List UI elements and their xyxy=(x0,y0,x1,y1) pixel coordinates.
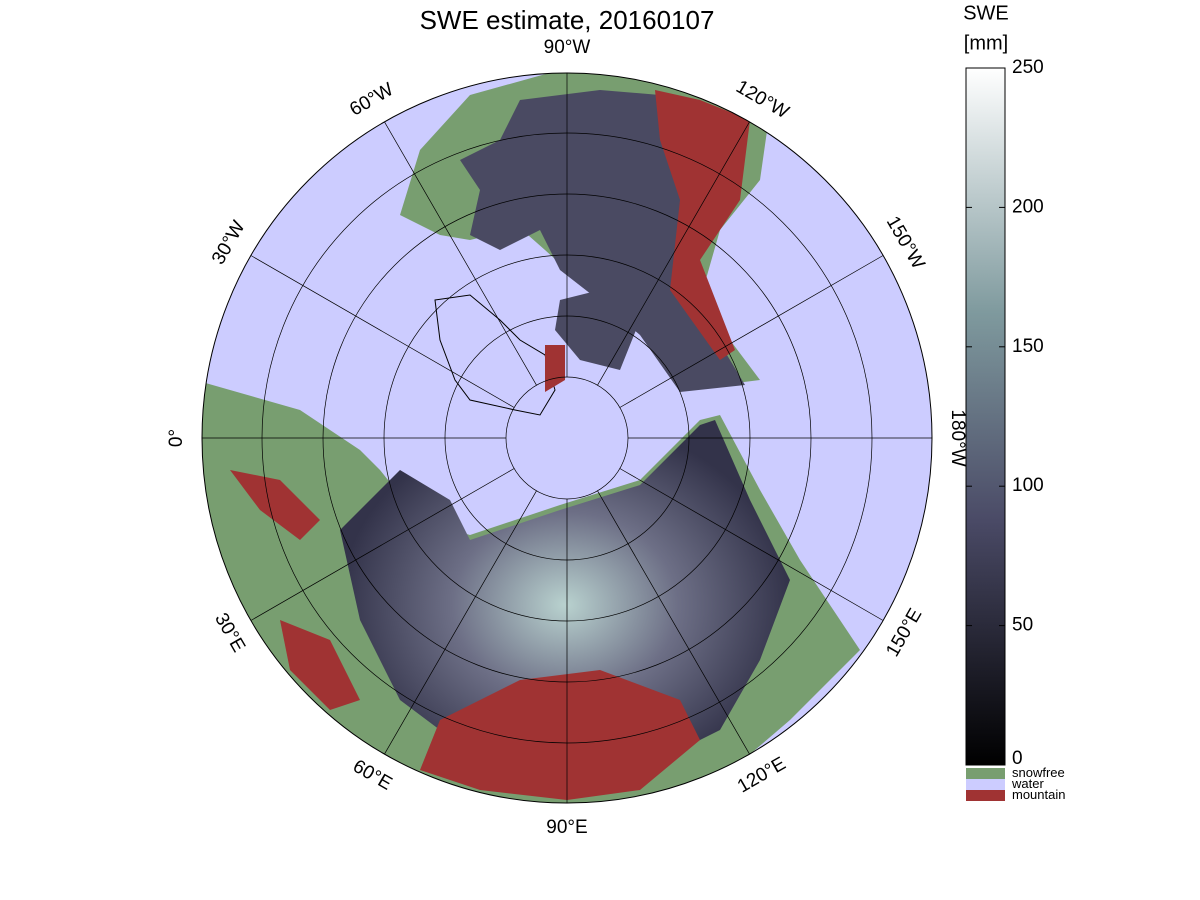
colorbar-title: SWE xyxy=(963,2,1009,24)
map-title: SWE estimate, 20160107 xyxy=(420,5,715,35)
meridian xyxy=(384,490,537,755)
meridian xyxy=(597,490,750,755)
eurasia-snow xyxy=(340,420,790,790)
north-america-mountain xyxy=(655,90,750,360)
tick-label: 200 xyxy=(1012,196,1044,217)
longitude-label: 150°W xyxy=(882,213,929,273)
tick-label: 100 xyxy=(1012,475,1044,496)
meridian xyxy=(619,255,884,408)
arctic-islands xyxy=(555,290,640,370)
longitude-label: 90°W xyxy=(544,37,591,58)
longitude-label: 0° xyxy=(166,429,187,447)
legend-swatch xyxy=(966,779,1005,790)
meridian xyxy=(250,468,515,621)
longitude-label: 90°E xyxy=(546,817,587,838)
meridian xyxy=(619,468,884,621)
legend-swatch xyxy=(966,790,1005,801)
colorbar-ticks: 0 50 100 150 200 250 xyxy=(966,57,1044,769)
caucasus-mountain xyxy=(280,620,360,710)
longitude-label: 150°E xyxy=(882,605,926,661)
greenland xyxy=(434,294,556,416)
longitude-label: 180°W xyxy=(947,409,968,466)
meridian xyxy=(250,255,515,408)
tick-label: 0 xyxy=(1012,748,1023,769)
eurasia-mountain xyxy=(420,670,700,800)
meridian xyxy=(384,121,537,386)
colorbar-unit: [mm] xyxy=(964,32,1008,54)
legend-label: snowfree xyxy=(1012,765,1065,780)
greenland-mountain xyxy=(545,345,565,392)
map xyxy=(202,73,932,803)
tick-label: 150 xyxy=(1012,336,1044,357)
longitude-label: 60°E xyxy=(349,756,395,795)
tick-label: 50 xyxy=(1012,615,1033,636)
legend-swatch xyxy=(966,768,1005,779)
map-border xyxy=(201,72,933,804)
longitude-label: 60°W xyxy=(346,79,397,121)
longitude-label: 120°W xyxy=(732,76,792,123)
legend-label: mountain xyxy=(1012,787,1065,802)
longitude-label: 30°E xyxy=(210,610,249,656)
tick-label: 250 xyxy=(1012,57,1044,78)
scandinavia-mountain xyxy=(230,470,320,540)
graticule xyxy=(202,73,932,803)
longitude-label: 120°E xyxy=(734,753,790,797)
colorbar xyxy=(965,67,1006,766)
legend-label: water xyxy=(1011,776,1044,791)
longitude-label: 30°W xyxy=(208,217,250,268)
meridian xyxy=(597,121,750,386)
